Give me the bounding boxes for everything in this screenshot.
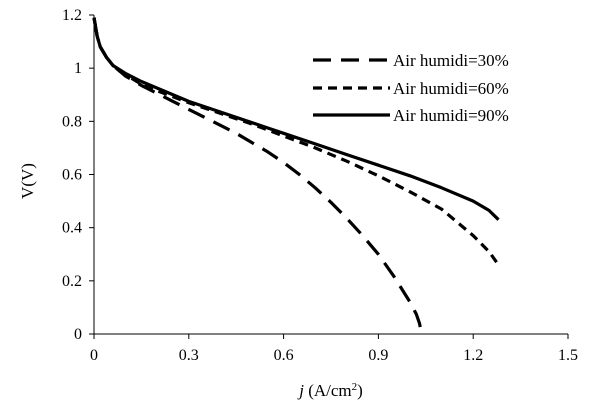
legend-label: Air humidi=60% (393, 79, 509, 98)
y-tick-label: 0.6 (62, 167, 82, 184)
x-axis: 0 0.3 0.6 0.9 1.2 1.5 (90, 333, 578, 364)
y-axis: 0 0.2 0.4 0.6 0.8 1 1.2 (62, 7, 95, 343)
y-tick-label: 0.2 (62, 273, 82, 290)
x-tick-label: 0.9 (368, 347, 388, 364)
series-layer (92, 17, 500, 332)
series-line-3 (92, 17, 500, 221)
y-tick-label: 1 (74, 60, 82, 77)
y-tick-label: 0.4 (62, 220, 82, 237)
x-tick-label: 1.2 (463, 347, 483, 364)
x-axis-title-unit: (A/cm (304, 381, 352, 400)
x-tick-label: 1.5 (558, 347, 578, 364)
legend: Air humidi=30% Air humidi=60% Air humidi=9… (313, 51, 509, 125)
x-axis-title-superscript: 2 (352, 381, 358, 393)
x-tick-label: 0.6 (274, 347, 294, 364)
x-tick-label: 0 (90, 347, 98, 364)
y-tick-label: 0.8 (62, 113, 82, 130)
legend-label: Air humidi=90% (393, 106, 509, 125)
x-axis-title: j (A/cm2) (297, 381, 363, 400)
y-tick-label: 1.2 (62, 7, 82, 24)
x-axis-title-close: ) (357, 381, 363, 400)
y-tick-label: 0 (74, 326, 82, 343)
x-axis-title-italic: j (297, 381, 304, 400)
y-axis-title: V(V) (18, 163, 37, 199)
x-tick-label: 0.3 (179, 347, 199, 364)
legend-label: Air humidi=30% (393, 51, 509, 70)
